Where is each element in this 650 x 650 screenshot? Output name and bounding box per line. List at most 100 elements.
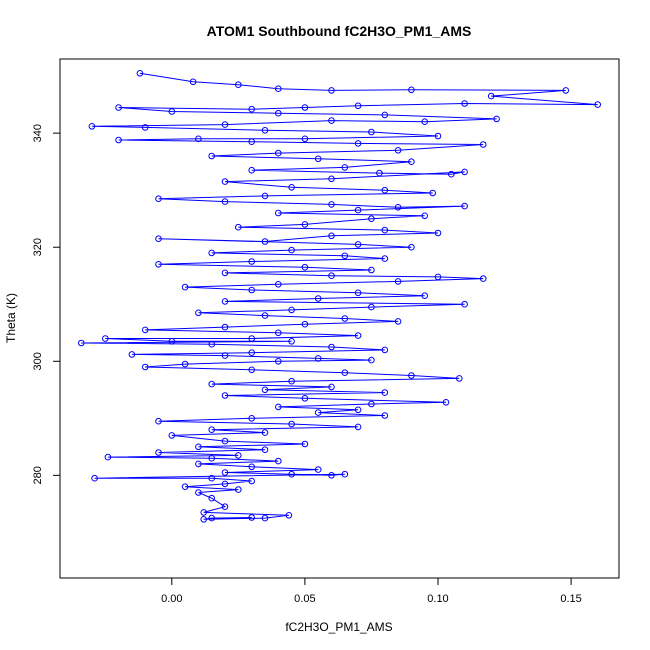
data-point [78,339,85,347]
data-point [261,192,269,200]
data-point [408,158,415,165]
data-point [221,352,229,359]
data-point [261,429,269,436]
data-point [221,121,229,128]
data-point [288,377,295,385]
data-point [368,215,375,222]
data-point [275,281,282,288]
data-point [368,400,375,408]
data-point [221,437,229,445]
data-point [421,212,429,220]
x-tick-label: 0.05 [294,593,315,605]
data-point [381,255,389,262]
data-point [381,389,389,396]
data-point [195,460,202,468]
data-point [285,512,293,519]
data-point [288,306,295,314]
data-point [434,229,442,237]
data-point [168,108,176,115]
data-point [448,170,455,178]
data-point [275,403,282,411]
data-point [314,355,322,362]
y-tick-label: 300 [32,352,44,370]
data-point [208,494,215,502]
data-point [394,318,402,325]
data-point [235,223,242,231]
data-point [141,326,149,334]
data-point [208,340,215,348]
data-point [168,432,176,439]
data-point [461,100,468,107]
data-point [301,395,309,402]
data-point [381,111,389,119]
data-point [442,399,450,406]
data-point [181,360,189,368]
data-point [314,466,322,473]
data-point [328,272,335,280]
data-point [429,189,437,197]
data-point [461,168,468,176]
data-point [421,292,429,300]
data-point [208,152,215,160]
y-tick-label: 280 [32,466,44,484]
data-point [195,309,202,317]
data-point [208,380,215,388]
data-point [128,351,136,358]
data-point [141,363,149,371]
data-point [328,175,335,183]
data-point [354,423,362,431]
data-point [288,420,295,428]
data-point [208,426,215,434]
data-point [181,483,189,491]
data-point [200,509,207,516]
data-point [261,386,269,394]
data-point [208,474,215,482]
data-point [248,349,255,357]
data-point [421,118,429,125]
y-axis: 280 300 320 340 [32,124,61,485]
data-point [314,155,322,163]
data-point [394,147,402,154]
x-tick-label: 0.10 [427,593,448,605]
data-point [261,514,269,522]
data-point [408,372,415,379]
data-point [248,415,255,422]
data-point [394,204,402,211]
data-point [354,140,362,147]
data-point [248,105,255,113]
data-point [368,303,375,311]
chart-title: ATOM1 Southbound fC2H3O_PM1_AMS [207,23,472,39]
data-point [301,440,309,448]
data-point [381,412,389,419]
data-point [328,201,335,208]
data-point [221,480,229,488]
data-point [275,109,282,117]
data-point [288,246,295,254]
data-point [354,289,362,297]
data-point [328,232,335,240]
data-point [354,206,362,214]
data-point [155,261,162,268]
data-point [235,81,242,88]
data-point [261,312,269,319]
data-point [248,258,255,265]
data-point [288,338,295,345]
data-point [328,472,335,479]
data-point [479,275,487,282]
data-point [136,70,144,77]
data-point [493,115,500,123]
data-point [328,343,335,351]
data-point [376,169,383,177]
data-point [221,198,229,205]
data-point [314,295,322,302]
data-point [288,184,295,191]
data-point [155,417,162,425]
data-point [221,503,229,511]
data-point [341,369,349,377]
y-axis-label: Theta (K) [4,293,18,343]
data-point [195,443,202,451]
data-point [221,269,229,277]
data-point [235,452,242,459]
data-point [354,332,362,339]
data-point [461,202,468,210]
